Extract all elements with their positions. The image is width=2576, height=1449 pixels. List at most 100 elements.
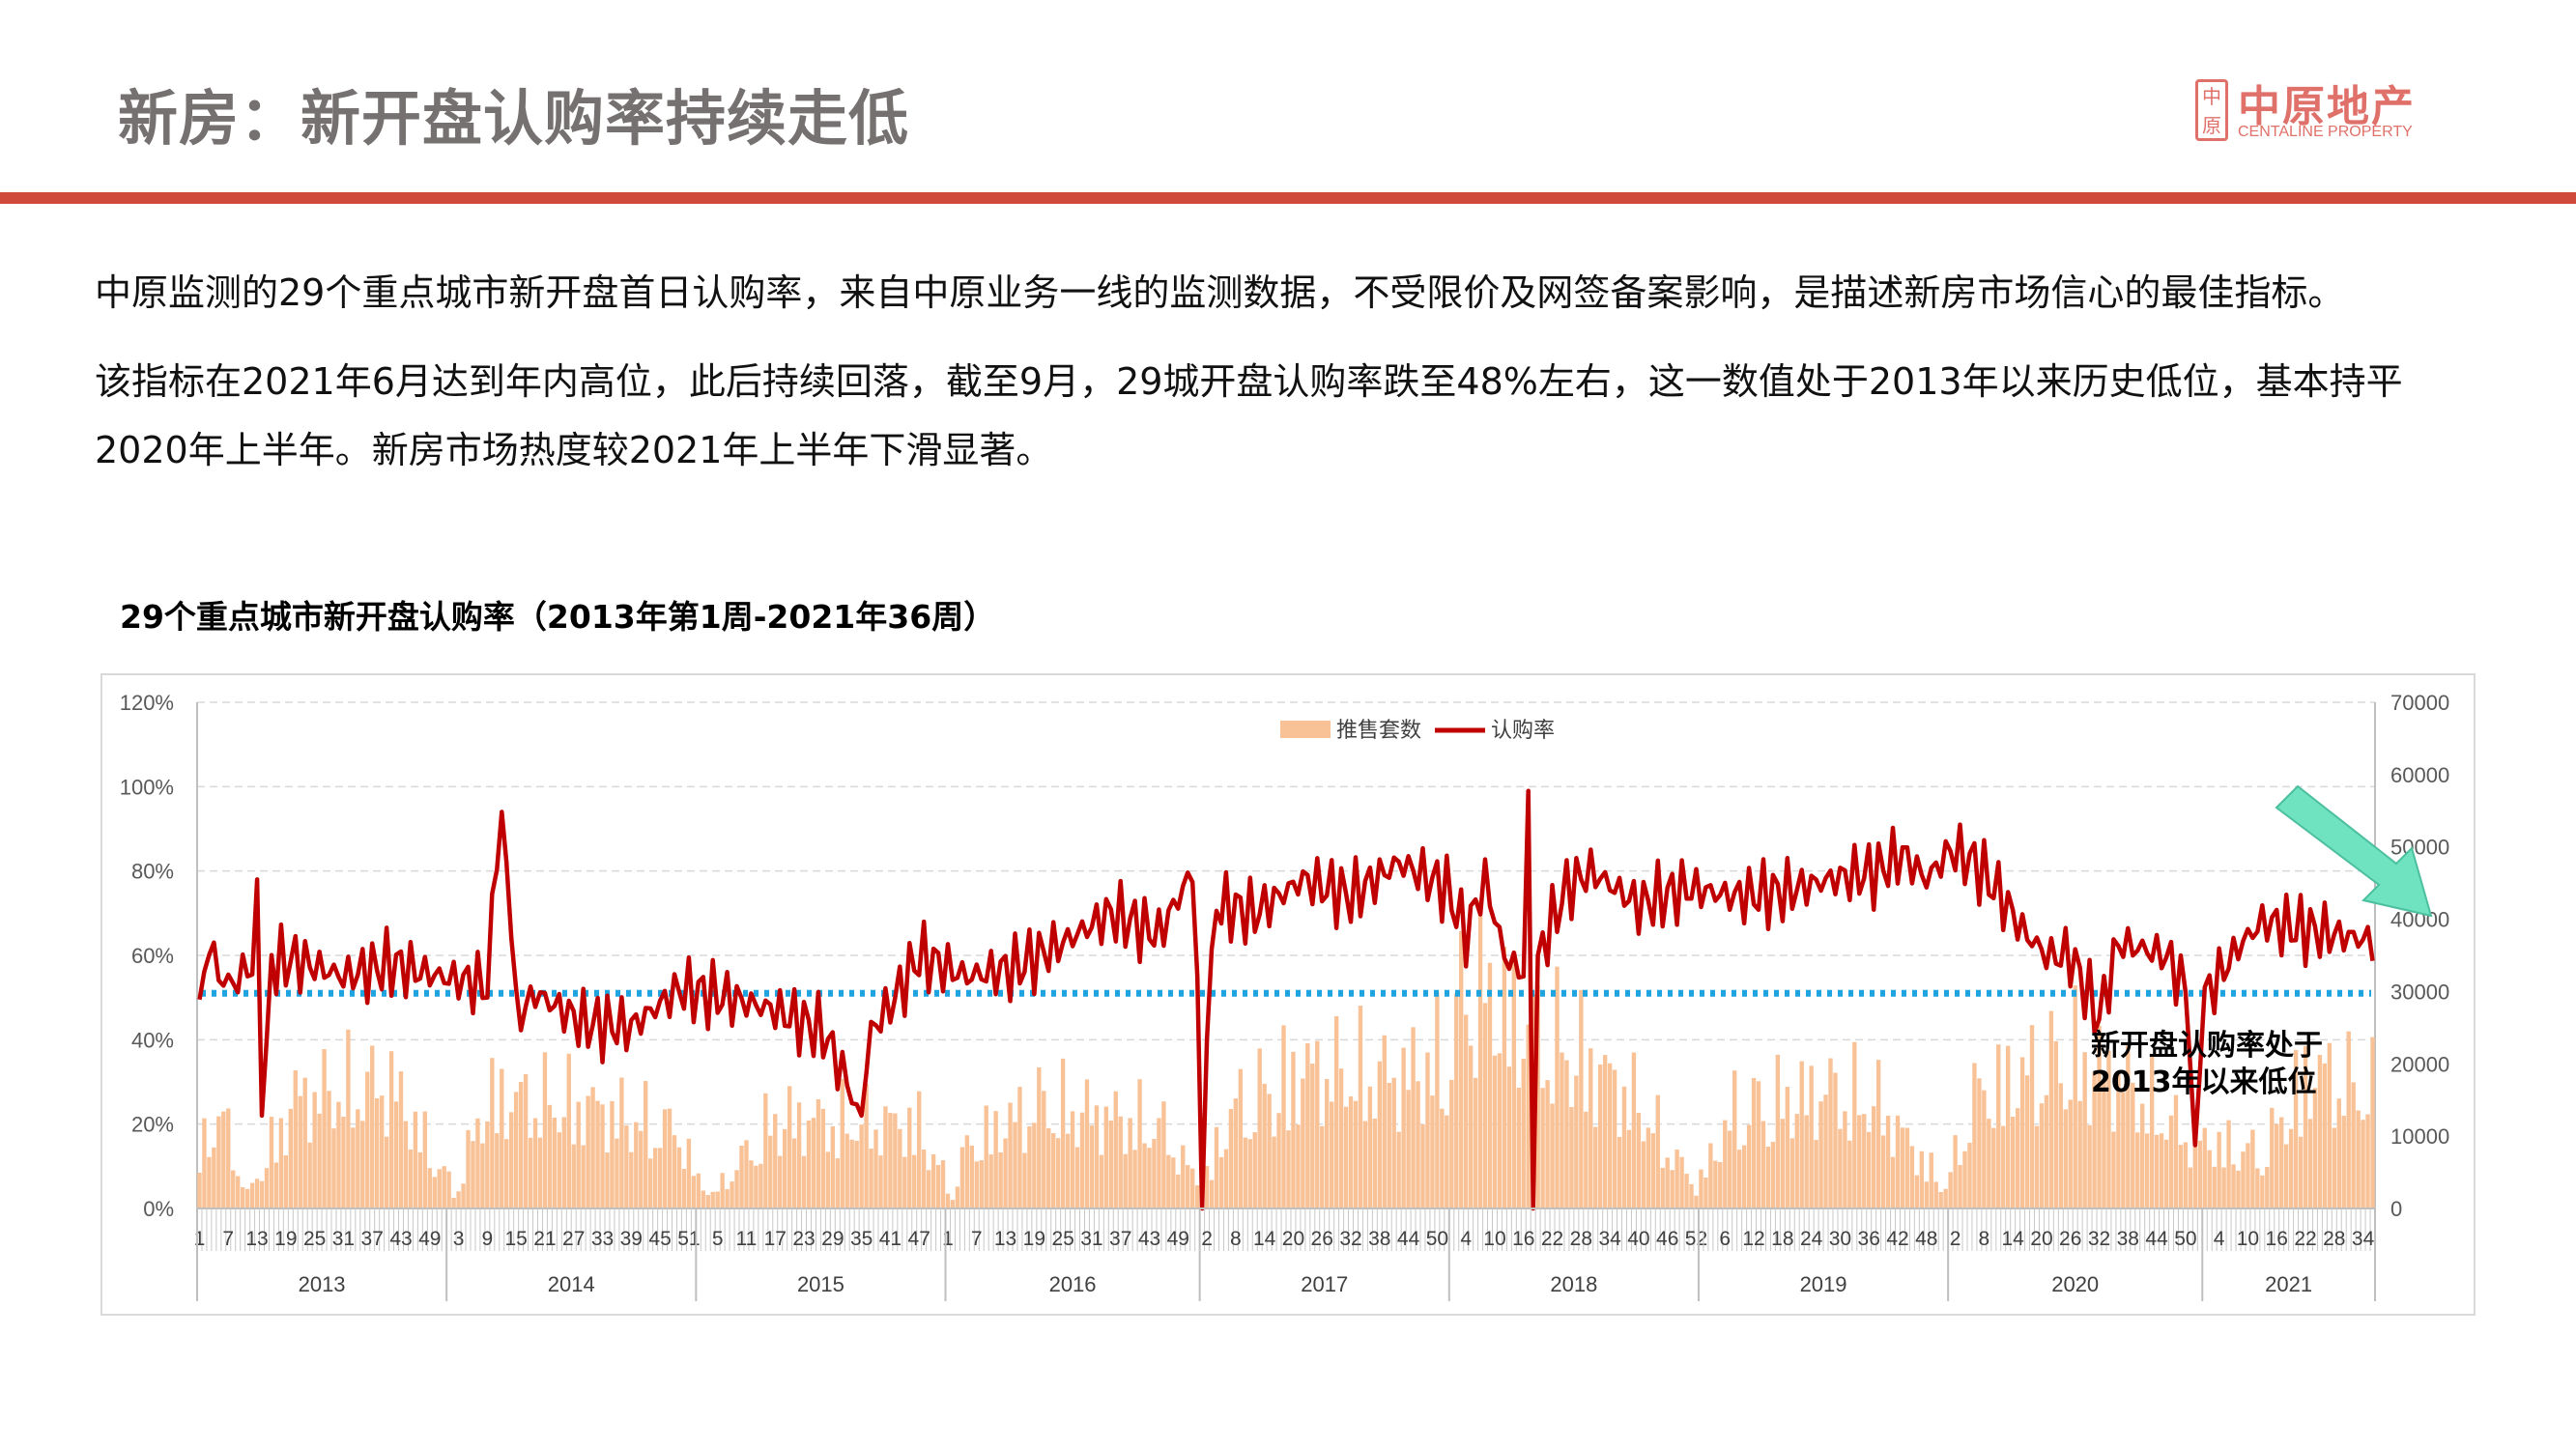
bar-supply [1060, 1058, 1066, 1208]
bar-supply [495, 1133, 500, 1208]
bar-supply [662, 1109, 668, 1208]
bar-supply [566, 1053, 571, 1208]
bar-supply [1550, 1103, 1555, 1208]
bar-supply [552, 1117, 558, 1208]
bar-supply [1252, 1132, 1257, 1208]
bar-supply [1574, 1075, 1579, 1208]
bar-supply [652, 1148, 658, 1208]
bar-supply [1689, 1183, 1694, 1208]
bar-supply [964, 1135, 970, 1208]
bar-supply [1017, 1087, 1022, 1208]
line-subscription-rate [197, 788, 2375, 1211]
bar-supply [1809, 1065, 1814, 1208]
bar-supply [1641, 1141, 1646, 1208]
bar-supply [1272, 1136, 1276, 1208]
week-label: 7 [971, 1228, 983, 1250]
bar-supply [1223, 1149, 1229, 1208]
left-axis-tick: 120% [120, 691, 174, 715]
week-label: 43 [1138, 1228, 1160, 1250]
bar-supply [2135, 1132, 2140, 1208]
week-label: 3 [453, 1228, 465, 1250]
bar-supply [1967, 1143, 1972, 1208]
bar-supply [1161, 1101, 1166, 1208]
bar-supply [1267, 1094, 1272, 1208]
bar-supply [417, 1151, 423, 1208]
year-label: 2019 [1800, 1272, 1847, 1296]
bar-supply [1257, 1048, 1262, 1208]
bar-supply [2236, 1170, 2241, 1208]
bar-supply [907, 1107, 912, 1208]
bar-supply [926, 1170, 931, 1208]
week-label: 4 [2214, 1228, 2225, 1250]
bar-supply [912, 1154, 917, 1208]
bar-supply [1736, 1150, 1742, 1208]
bar-supply [398, 1071, 404, 1208]
bar-supply [1396, 1131, 1401, 1208]
week-label: 50 [2174, 1228, 2196, 1250]
bar-supply [1171, 1157, 1176, 1208]
bar-supply [240, 1187, 245, 1208]
callout-line-1: 新开盘认购率处于 [2091, 1029, 2323, 1063]
bar-supply [2327, 1042, 2333, 1208]
year-label: 2017 [1301, 1272, 1348, 1296]
week-label: 40 [1627, 1228, 1649, 1250]
bar-supply [561, 1117, 566, 1208]
week-label: 18 [1771, 1228, 1793, 1250]
bar-supply [1765, 1146, 1771, 1208]
week-label: 15 [504, 1228, 527, 1250]
bar-supply [1584, 1111, 1589, 1208]
bar-supply [1391, 1077, 1396, 1208]
bar-supply [2246, 1143, 2250, 1208]
bar-supply [2212, 1166, 2217, 1208]
bar-supply [1238, 1068, 1244, 1208]
bar-supply [2077, 1100, 2082, 1208]
week-label: 44 [1397, 1228, 1420, 1250]
bar-supply [1867, 1131, 1872, 1208]
bar-supply [1569, 1107, 1574, 1208]
week-label: 46 [1656, 1228, 1678, 1250]
bar-supply [1089, 1125, 1095, 1208]
bar-supply [1497, 1053, 1503, 1208]
left-axis-tick: 60% [131, 944, 174, 968]
bar-supply [1468, 1045, 1474, 1208]
body-paragraph-2: 该指标在2021年6月达到年内高位，此后持续回落，截至9月，29城开盘认购率跌至… [95, 360, 2403, 471]
bar-supply [2039, 1103, 2045, 1208]
bar-supply [1991, 1127, 1996, 1208]
week-label: 8 [1979, 1228, 1990, 1250]
bar-supply [1228, 1108, 1234, 1208]
bar-supply [667, 1108, 673, 1208]
bar-supply [1296, 1124, 1301, 1208]
bar-supply [1607, 1063, 1613, 1208]
bar-supply [1291, 1051, 1296, 1208]
bar-supply [236, 1176, 241, 1208]
bar-supply [1137, 1079, 1142, 1208]
bar-supply [1157, 1118, 1161, 1208]
bar-supply [1933, 1181, 1938, 1208]
bar-supply [1022, 1152, 1027, 1208]
week-label: 26 [2059, 1228, 2081, 1250]
week-label: 31 [1080, 1228, 1102, 1250]
bar-supply [1621, 1086, 1627, 1208]
bar-supply [1804, 1115, 1809, 1208]
bar-supply [935, 1165, 941, 1208]
bar-supply [1843, 1111, 1847, 1208]
bar-supply [528, 1137, 533, 1208]
body-paragraph-1: 中原监测的29个重点城市新开盘首日认购率，来自中原业务一线的监测数据，不受限价及… [95, 271, 2345, 314]
bar-supply [1348, 1095, 1354, 1208]
bar-supply [1880, 1135, 1886, 1208]
bar-supply [634, 1122, 639, 1208]
chart-title: 29个重点城市新开盘认购率（2013年第1周-2021年36周） [120, 598, 996, 636]
bar-supply [1473, 1077, 1478, 1208]
arrow-icon [2269, 781, 2443, 925]
bar-supply [2097, 1025, 2102, 1208]
bar-supply [1440, 1108, 1445, 1208]
bar-supply [1310, 1063, 1315, 1208]
bar-supply [600, 1104, 605, 1208]
bar-supply [1343, 1106, 1349, 1208]
bar-supply [758, 1163, 763, 1208]
legend-label-bars: 推售套数 [1336, 719, 1421, 743]
bar-supply [1511, 953, 1517, 1208]
bar-supply [1589, 1048, 1593, 1208]
bar-supply [2173, 1094, 2179, 1208]
bar-supply [2116, 1071, 2121, 1208]
